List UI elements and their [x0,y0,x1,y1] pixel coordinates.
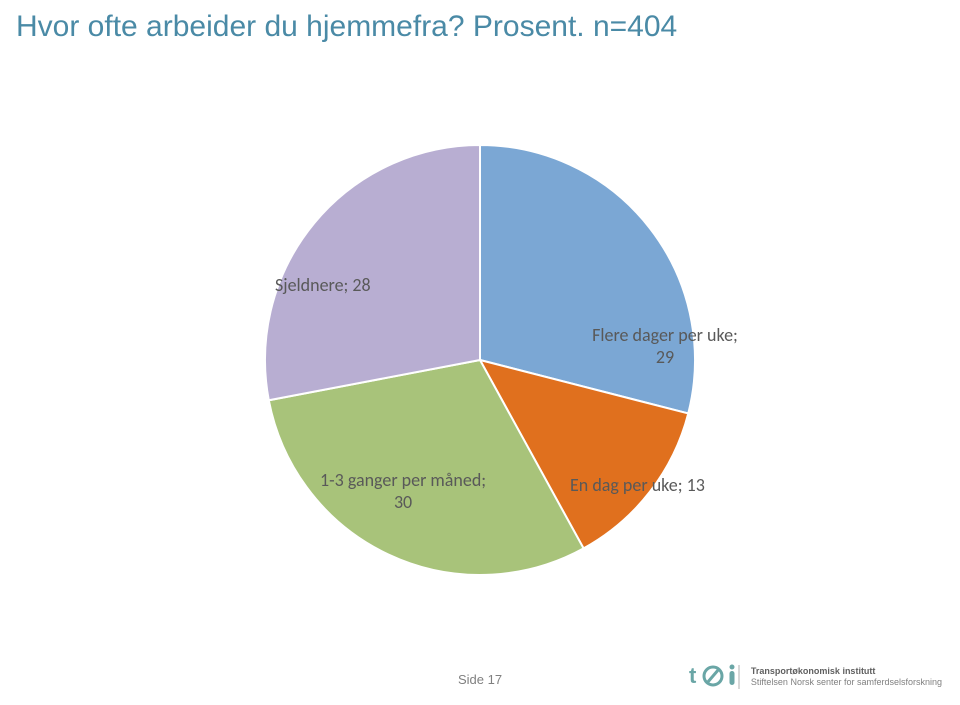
slide-title: Hvor ofte arbeider du hjemmefra? Prosent… [16,10,677,44]
toi-logo-icon: t [689,663,743,691]
slide-footer: Side 17 t Transportøkonomisk institutt S… [0,661,960,697]
org-logo-text: Transportøkonomisk institutt Stiftelsen … [751,666,942,688]
pie-chart: Flere dager per uke; 29En dag per uke; 1… [220,100,740,620]
page-number: Side 17 [458,672,502,687]
org-name: Transportøkonomisk institutt [751,666,942,677]
org-tagline: Stiftelsen Norsk senter for samferdselsf… [751,677,942,688]
svg-text:t: t [689,663,697,688]
pie-slice [265,145,480,400]
org-logo: t Transportøkonomisk institutt Stiftelse… [689,663,942,691]
